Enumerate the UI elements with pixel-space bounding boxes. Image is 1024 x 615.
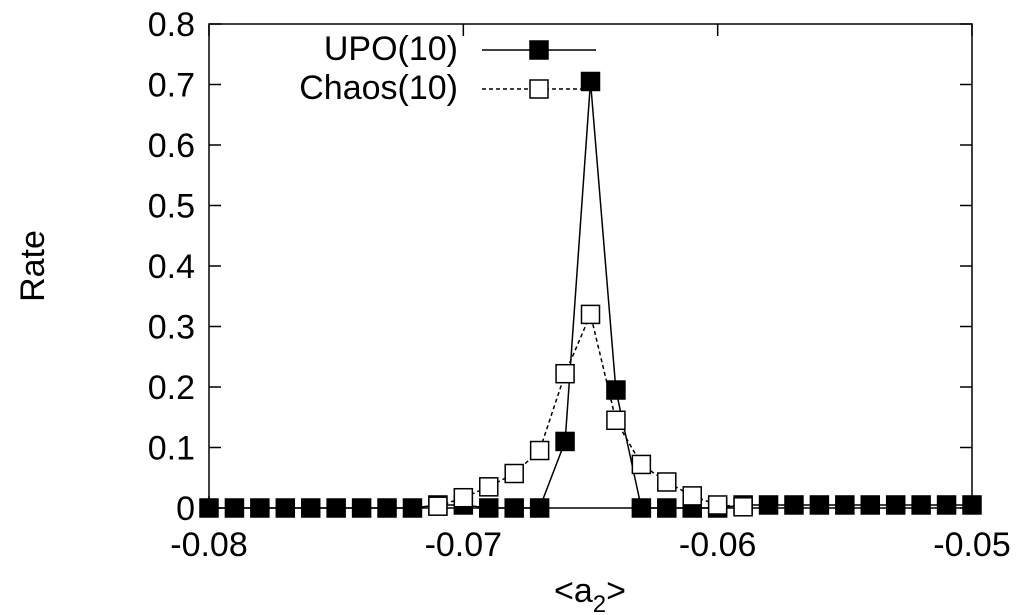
data-point (529, 440, 550, 461)
data-point (962, 495, 982, 515)
series-line (209, 81, 972, 509)
x-axis-title-suffix: > (606, 572, 626, 610)
y-tick-label: 0.7 (148, 67, 195, 105)
data-point (326, 498, 346, 518)
y-tick-label: 0.2 (148, 369, 195, 407)
legend-marker-chaos (529, 79, 549, 99)
y-tick-label: 0.8 (148, 6, 195, 44)
y-tick-label: 0 (176, 490, 195, 528)
data-point (300, 498, 321, 518)
data-point (911, 495, 931, 515)
data-point (504, 463, 524, 484)
data-point (606, 380, 626, 400)
y-tick-label: 0.5 (148, 188, 195, 226)
legend-label-chaos: Chaos(10) (299, 69, 458, 107)
x-axis-title-subscript: 2 (593, 591, 606, 615)
data-point (631, 498, 652, 518)
data-point (657, 472, 677, 492)
data-point (580, 71, 601, 92)
x-tick-label: -0.08 (170, 526, 248, 564)
data-point (758, 495, 779, 515)
legend-marker-upo (529, 40, 549, 60)
legend-label-upo: UPO(10) (324, 30, 458, 68)
data-point (784, 495, 804, 515)
x-axis-title: <a2> (554, 572, 626, 615)
data-point (479, 477, 499, 497)
data-point (453, 487, 474, 508)
y-axis-title: Rate (14, 230, 52, 302)
data-point (936, 495, 957, 515)
data-point (707, 495, 728, 515)
data-point (555, 363, 575, 384)
y-tick-label: 0.3 (148, 309, 195, 347)
data-point (351, 498, 372, 518)
data-point (428, 496, 448, 516)
data-point (529, 498, 550, 518)
data-point (199, 498, 219, 518)
data-point (809, 495, 830, 515)
data-point (504, 498, 524, 518)
x-tick-label: -0.07 (425, 526, 503, 564)
data-point (479, 498, 499, 518)
legend: UPO(10) Chaos(10) (299, 30, 596, 107)
data-point (275, 498, 296, 518)
data-point (377, 498, 397, 518)
data-point (250, 498, 270, 518)
series-1 (428, 304, 753, 517)
x-tick-label: -0.05 (933, 526, 1011, 564)
data-point (733, 497, 753, 517)
data-point (860, 495, 881, 515)
series-layer (199, 71, 982, 518)
data-point (835, 495, 855, 515)
y-tick-label: 0.4 (148, 248, 195, 286)
y-tick-label: 0.6 (148, 127, 195, 165)
y-tick-label: 0.1 (148, 430, 195, 468)
data-point (682, 486, 702, 506)
x-tick-label: -0.06 (679, 526, 757, 564)
x-axis-title-prefix: <a (554, 572, 593, 610)
data-point (224, 498, 245, 518)
ticks-layer: 0 0.1 0.2 0.3 0.4 0.5 0.6 0.7 0.8 -0.08 -0.07 -0.06… (148, 6, 1011, 564)
data-point (402, 498, 423, 518)
series-0 (199, 71, 982, 518)
data-point (606, 410, 626, 431)
data-point (657, 498, 677, 518)
data-point (885, 495, 906, 515)
data-point (580, 304, 601, 325)
data-point (555, 431, 575, 452)
data-point (631, 454, 652, 475)
